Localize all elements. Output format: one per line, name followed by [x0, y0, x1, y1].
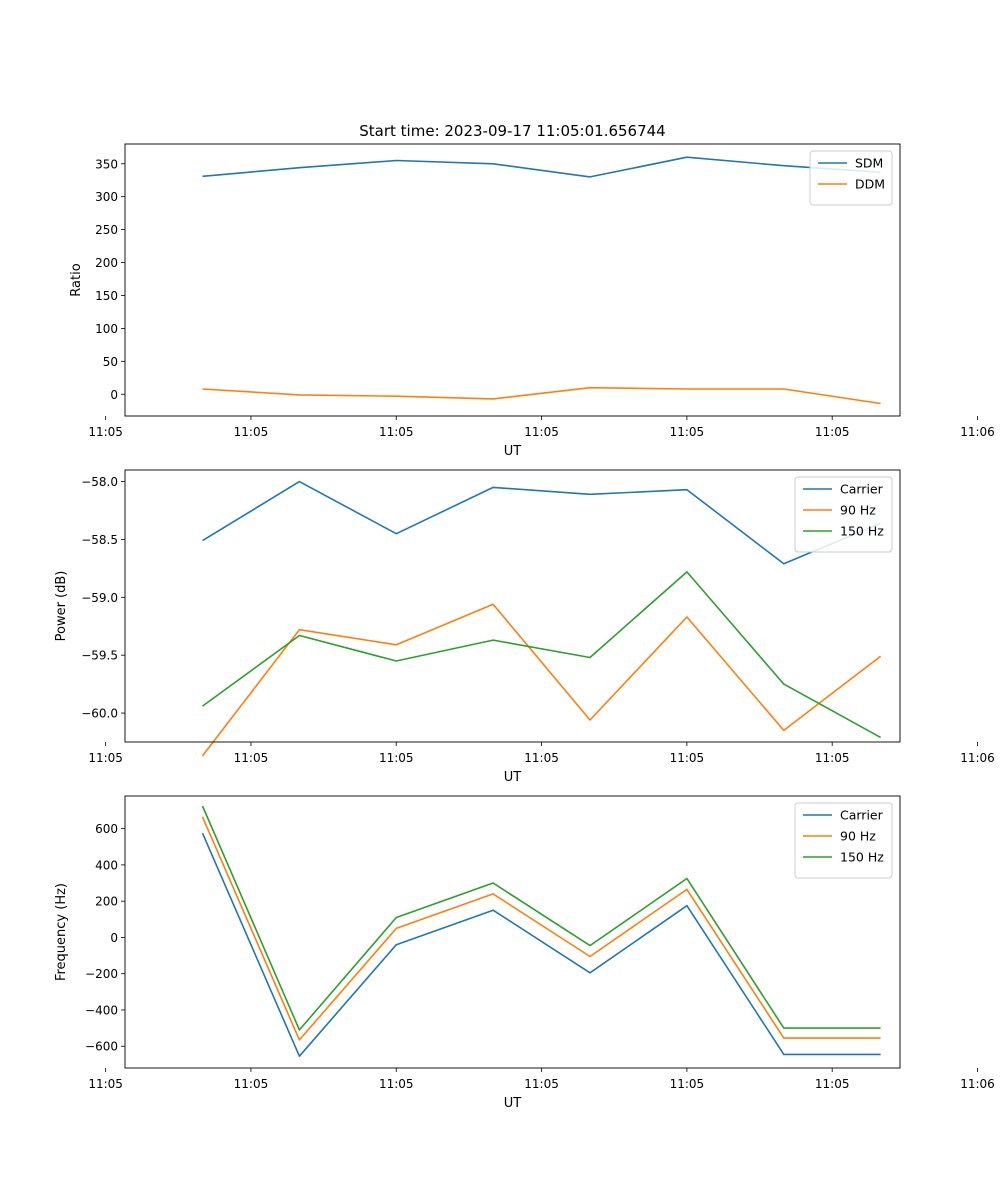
legend: Carrier 90 Hz 150 Hz	[794, 476, 893, 553]
y-tick-label: 300	[95, 190, 118, 204]
y-tick-label: −58.5	[81, 533, 118, 547]
series-line-carrier	[202, 480, 881, 565]
plot-frame	[124, 795, 901, 1069]
x-tick-label: 11:05	[815, 1077, 850, 1091]
x-tick-label: 11:05	[234, 751, 269, 765]
x-axis-label: UT	[504, 770, 522, 785]
y-tick-label: −200	[85, 967, 118, 981]
subplot-3: 11:05 11:05 11:05 11:05 11:05 11:05 11:06 600 40…	[54, 795, 995, 1111]
series-line-sdm	[202, 156, 881, 178]
y-tick-label: 200	[95, 895, 118, 909]
figure-title: Start time: 2023-09-17 11:05:01.656744	[359, 122, 665, 140]
y-tick-label: −400	[85, 1003, 118, 1017]
x-tick-label: 11:05	[524, 425, 559, 439]
series-line-150-hz	[202, 571, 881, 739]
x-axis-label: UT	[504, 444, 522, 459]
legend-box	[809, 150, 893, 206]
series-line-ddm	[202, 386, 881, 405]
legend-label: DDM	[855, 177, 885, 192]
x-tick-label: 11:05	[815, 751, 850, 765]
legend-box	[794, 476, 893, 553]
legend-label: 150 Hz	[840, 524, 884, 539]
x-tick-label: 11:05	[815, 425, 850, 439]
legend: SDM DDM	[809, 150, 893, 206]
x-tick-label: 11:05	[379, 425, 414, 439]
subplot-2: 11:05 11:05 11:05 11:05 11:05 11:05 11:06 −58.0…	[54, 469, 995, 785]
series-line-carrier	[201, 832, 881, 1057]
plot-frame	[124, 469, 901, 743]
y-tick-label: −59.0	[81, 591, 118, 605]
x-tick-label: 11:05	[234, 425, 269, 439]
series-line-90-hz	[201, 816, 881, 1041]
series-line-90-hz	[201, 603, 882, 757]
x-tick-label: 11:06	[960, 751, 995, 765]
y-tick-label: 400	[95, 858, 118, 872]
legend-label: Carrier	[840, 482, 884, 497]
x-tick-label: 11:05	[88, 425, 123, 439]
legend: Carrier 90 Hz 150 Hz	[794, 802, 893, 879]
x-tick-label: 11:05	[670, 1077, 705, 1091]
y-tick-label: −60.0	[81, 707, 118, 721]
x-tick-label: 11:05	[379, 751, 414, 765]
x-axis-label: UT	[504, 1096, 522, 1111]
y-axis-label: Frequency (Hz)	[54, 883, 69, 981]
subplot-1: 11:05 11:05 11:05 11:05 11:05 11:05 11:06 0 50 10…	[69, 143, 995, 459]
y-tick-label: 0	[110, 388, 118, 402]
x-tick-label: 11:06	[960, 1077, 995, 1091]
x-tick-label: 11:05	[670, 751, 705, 765]
y-tick-label: 250	[95, 223, 118, 237]
x-tick-label: 11:05	[524, 1077, 559, 1091]
legend-label: Carrier	[840, 808, 884, 823]
y-axis-label: Ratio	[69, 263, 84, 296]
x-tick-label: 11:05	[234, 1077, 269, 1091]
x-tick-label: 11:05	[670, 425, 705, 439]
legend-label: 90 Hz	[840, 829, 876, 844]
y-tick-label: 350	[95, 157, 118, 171]
legend-label: 150 Hz	[840, 850, 884, 865]
y-axis-label: Power (dB)	[54, 571, 69, 642]
x-tick-label: 11:06	[960, 425, 995, 439]
y-tick-label: 600	[95, 822, 118, 836]
plot-frame	[124, 143, 901, 417]
y-tick-label: −59.5	[81, 649, 118, 663]
y-tick-label: −58.0	[81, 475, 118, 489]
y-tick-label: 200	[95, 256, 118, 270]
y-tick-label: 100	[95, 322, 118, 336]
x-tick-label: 11:05	[379, 1077, 414, 1091]
legend-box	[794, 802, 893, 879]
legend-label: SDM	[855, 156, 883, 171]
x-tick-label: 11:05	[524, 751, 559, 765]
x-tick-label: 11:05	[88, 1077, 123, 1091]
y-tick-label: 50	[103, 355, 118, 369]
legend-label: 90 Hz	[840, 503, 876, 518]
y-tick-label: −600	[85, 1040, 118, 1054]
y-tick-label: 150	[95, 289, 118, 303]
x-tick-label: 11:05	[88, 751, 123, 765]
series-line-150-hz	[201, 805, 881, 1031]
y-tick-label: 0	[110, 931, 118, 945]
